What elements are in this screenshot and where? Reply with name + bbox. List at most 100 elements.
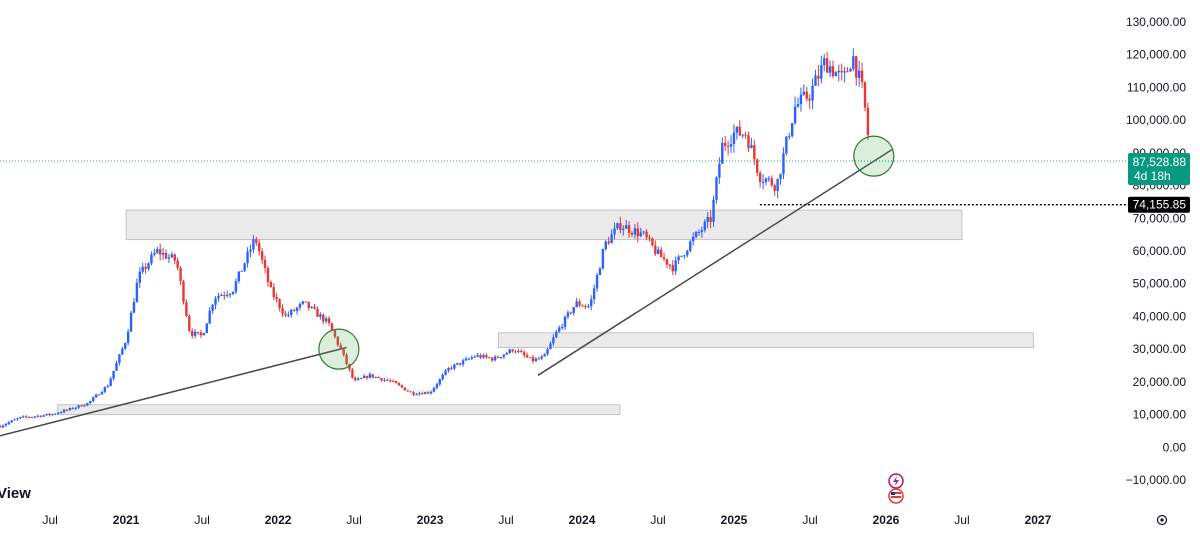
candle — [240, 270, 243, 272]
candle-body — [121, 348, 124, 355]
candle-body — [106, 386, 109, 388]
candle — [802, 84, 806, 97]
candle — [62, 408, 66, 414]
candle — [316, 306, 319, 317]
candle — [339, 342, 342, 350]
candle — [10, 419, 13, 423]
candle — [447, 367, 450, 373]
x-tick-label: 2027 — [1025, 513, 1052, 527]
highlight-circles — [318, 135, 895, 370]
candle-body — [301, 301, 305, 304]
candle — [322, 313, 325, 325]
candle-body — [406, 390, 409, 392]
candle — [761, 174, 765, 190]
candle-body — [659, 249, 663, 258]
flash-event-icon[interactable] — [888, 473, 904, 489]
candle — [689, 239, 692, 253]
candle-body — [668, 264, 672, 266]
time-axis-settings-icon[interactable] — [1156, 514, 1168, 526]
candle-body — [820, 65, 823, 79]
candle-body — [776, 178, 779, 191]
candle-body — [16, 418, 19, 420]
candle-body — [633, 228, 637, 235]
candle — [132, 298, 136, 314]
candle — [840, 63, 843, 81]
candle-body — [0, 426, 2, 428]
candle-body — [330, 323, 334, 331]
candle-body — [627, 225, 631, 233]
candle — [0, 424, 2, 428]
candle — [144, 262, 147, 274]
candle-body — [464, 358, 468, 361]
trendlines — [0, 148, 893, 437]
candle — [837, 64, 840, 82]
candle-body — [86, 403, 89, 406]
candle — [808, 94, 811, 109]
candle-body — [840, 70, 843, 73]
candle — [633, 223, 637, 239]
candle-body — [409, 391, 412, 393]
candle — [528, 357, 532, 359]
candle-body — [665, 259, 669, 265]
y-tick-label: 60,000.00 — [1133, 244, 1187, 258]
candle — [368, 372, 372, 379]
candle-body — [74, 407, 77, 409]
price-overlays — [0, 160, 1128, 206]
candle-body — [782, 153, 785, 175]
us-flag-event-icon[interactable] — [888, 488, 904, 504]
candle — [377, 376, 380, 379]
candle-body — [657, 249, 660, 254]
candle-body — [362, 375, 366, 379]
candle — [686, 249, 689, 258]
candle — [788, 132, 791, 140]
candle-body — [176, 260, 179, 268]
candle-body — [592, 288, 596, 300]
candle — [94, 393, 98, 398]
candle — [86, 402, 89, 407]
candle — [57, 411, 60, 415]
candle — [662, 252, 666, 262]
candle — [13, 418, 16, 421]
level-marker-value: 74,155.85 — [1133, 198, 1187, 212]
candle — [362, 374, 366, 379]
candle-body — [357, 378, 360, 381]
candle — [71, 407, 75, 410]
y-tick-label: 0.00 — [1163, 440, 1187, 454]
candle — [156, 246, 159, 255]
candle-body — [389, 380, 392, 382]
candle — [91, 396, 95, 403]
candle-body — [42, 415, 45, 417]
candle-body — [400, 385, 404, 388]
candle-body — [319, 314, 322, 317]
candle-body — [158, 249, 162, 255]
candle — [164, 249, 168, 260]
candle-body — [144, 266, 147, 269]
candle — [351, 367, 354, 379]
candle — [354, 376, 357, 382]
time-axis[interactable]: Jul 2021 Jul 2022 Jul 2023 Jul 2024 Jul 2025 Jul 20… — [42, 513, 1051, 527]
candle — [118, 353, 121, 366]
candle-body — [662, 257, 666, 260]
candle-body — [473, 356, 476, 358]
candle-body — [511, 349, 514, 352]
candle — [828, 60, 832, 78]
candle — [220, 293, 223, 297]
candle-body — [587, 306, 590, 308]
highlight-circle-1 — [853, 135, 895, 177]
candle-body — [316, 308, 319, 317]
candle-body — [590, 299, 593, 307]
price-axis[interactable]: 130,000.00 120,000.00 110,000.00 100,000.00… — [1126, 15, 1190, 487]
candle-body — [569, 312, 573, 314]
x-tick-label: Jul — [346, 513, 361, 527]
candle — [814, 69, 817, 86]
candle-body — [811, 85, 814, 101]
candle-body — [167, 257, 171, 259]
candle — [575, 297, 578, 308]
candle-body — [263, 259, 267, 269]
candle-body — [563, 316, 567, 327]
candle-body — [718, 163, 721, 178]
candle — [345, 352, 348, 366]
candle-body — [674, 260, 677, 272]
